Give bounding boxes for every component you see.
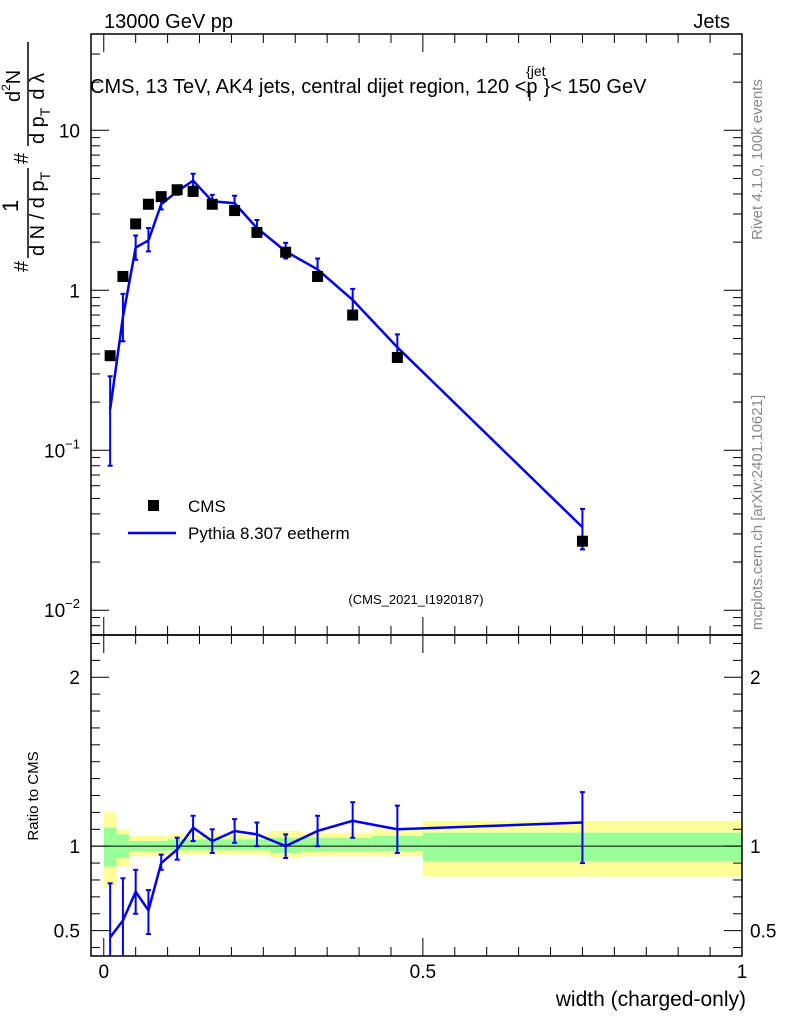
main-ytick-label: 10 bbox=[59, 121, 80, 142]
ylabel-sup-2: 2 bbox=[0, 84, 13, 91]
ylabel-hash-right: # bbox=[11, 152, 33, 164]
legend-data-label: CMS bbox=[188, 497, 226, 516]
ratio-band-inner bbox=[333, 837, 372, 852]
data-point bbox=[391, 352, 403, 364]
legend-mc-label: Pythia 8.307 eetherm bbox=[188, 524, 350, 543]
ratio-ylabel: Ratio to CMS bbox=[25, 751, 42, 840]
ylabel-one: 1 bbox=[0, 200, 23, 212]
data-point bbox=[117, 270, 129, 282]
data-point bbox=[104, 350, 116, 362]
ratio-xtick-labels: 0 0.5 1 bbox=[98, 962, 747, 983]
ratio-band-inner bbox=[186, 839, 200, 851]
data-point bbox=[576, 535, 588, 547]
main-panel: 10−2 10−1 1 10 CMS, 13 TeV, AK4 jets, centr… bbox=[44, 33, 743, 636]
ratio-xtick-label: 1 bbox=[737, 962, 748, 983]
ratio-ytick-label-left: 0.5 bbox=[54, 922, 80, 943]
ratio-mc-layer bbox=[107, 791, 585, 956]
ratio-band-inner bbox=[225, 839, 245, 851]
ratio-band-inner bbox=[103, 827, 117, 867]
ratio-ytick-label-right: 1 bbox=[750, 837, 761, 858]
analysis-id-label: (CMS_2021_I1920187) bbox=[348, 592, 483, 607]
data-point bbox=[142, 198, 154, 210]
mc-series-line bbox=[108, 178, 584, 529]
data-point bbox=[347, 309, 359, 321]
main-ytick-label: 10−1 bbox=[44, 436, 80, 462]
header-beam-label: 13000 GeV pp bbox=[104, 11, 233, 33]
data-point bbox=[130, 218, 142, 230]
ratio-xlabel: width (charged-only) bbox=[555, 988, 746, 1011]
data-point bbox=[312, 270, 324, 282]
ratio-ytick-label-left: 1 bbox=[69, 837, 80, 858]
main-ytick-labels: 10−2 10−1 1 10 bbox=[44, 121, 80, 622]
ratio-xtick-label: 0 bbox=[98, 962, 109, 983]
main-ytick-label: 1 bbox=[69, 281, 80, 302]
legend-data-marker bbox=[148, 500, 159, 511]
data-point bbox=[171, 184, 183, 196]
main-ytick-label: 10−2 bbox=[44, 596, 80, 622]
ylabel-sub-t-left: T bbox=[37, 171, 53, 180]
data-point bbox=[229, 205, 241, 217]
data-layer bbox=[104, 184, 588, 547]
legend: CMS Pythia 8.307 eetherm bbox=[128, 497, 350, 543]
ylabel-denominator-left: d N / d pT bbox=[27, 171, 53, 256]
ratio-ytick-label-right: 2 bbox=[750, 668, 761, 689]
main-axis-ticks bbox=[91, 33, 743, 636]
ylabel-numerator-right: d2N bbox=[0, 70, 25, 102]
ratio-uncertainty-bands bbox=[103, 812, 742, 887]
ylabel-sub-t-right: T bbox=[37, 107, 53, 116]
ratio-xtick-label: 0.5 bbox=[410, 962, 436, 983]
ratio-plot-frame bbox=[90, 634, 743, 957]
data-point bbox=[206, 198, 218, 210]
ylabel-hash-left: # bbox=[11, 260, 33, 272]
mcplots-source-label: mcplots.cern.ch [arXiv:2401.10621] bbox=[749, 395, 766, 630]
main-ylabel: # 1 d N / d pT # d2N d pTd λ bbox=[0, 42, 53, 272]
ratio-ytick-labels: 0.5 0.5 1 1 2 2 bbox=[54, 668, 777, 942]
ratio-ytick-label-right: 0.5 bbox=[750, 922, 776, 943]
mc-layer bbox=[107, 172, 585, 551]
ratio-ytick-label-left: 2 bbox=[69, 668, 80, 689]
data-point bbox=[187, 185, 199, 197]
data-point bbox=[155, 191, 167, 203]
ylabel-denominator-right: d pTd λ bbox=[27, 73, 53, 144]
rivet-version-label: Rivet 4.1.0, 100k events bbox=[749, 79, 766, 240]
main-plot-frame bbox=[90, 33, 743, 636]
ratio-axis-ticks bbox=[91, 635, 743, 956]
data-point bbox=[280, 246, 292, 258]
header-process-label: Jets bbox=[693, 11, 730, 33]
ratio-panel: 0.5 0.51 12 2 0 0.5 1 Ratio to CMS width (cha… bbox=[25, 634, 777, 1011]
plot-title: CMS, 13 TeV, AK4 jets, central dijet reg… bbox=[90, 63, 647, 104]
data-point bbox=[251, 226, 263, 238]
